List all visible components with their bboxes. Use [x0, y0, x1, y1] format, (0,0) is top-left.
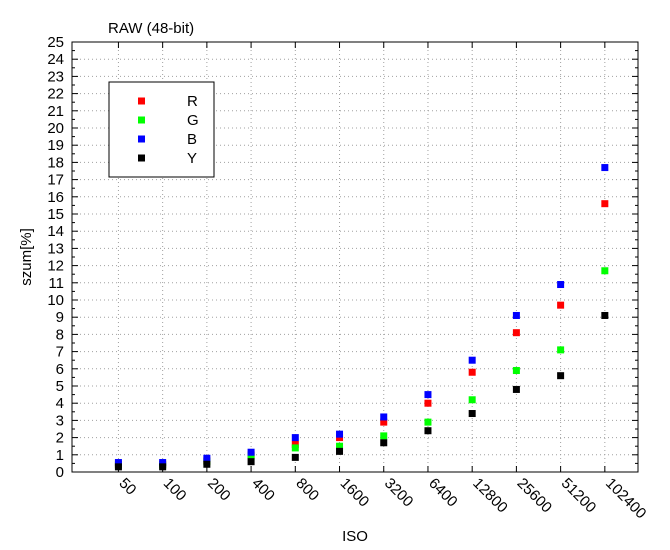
data-point-y — [424, 427, 432, 435]
y-tick-label: 8 — [56, 326, 64, 343]
y-tick-label: 12 — [47, 258, 64, 275]
data-point-r — [424, 399, 432, 407]
y-axis-title: szum[%] — [18, 228, 35, 286]
y-tick-label: 11 — [48, 275, 64, 292]
x-tick-label: 51200 — [558, 475, 600, 517]
x-tick-label: 100 — [160, 475, 190, 505]
legend-label-y: Y — [187, 150, 197, 167]
data-point-g — [424, 418, 432, 426]
y-tick-label: 10 — [47, 292, 64, 309]
data-point-y — [557, 372, 565, 380]
data-point-b — [424, 391, 432, 399]
legend-box — [108, 81, 215, 178]
data-point-g — [291, 444, 299, 452]
y-tick-label: 3 — [56, 412, 64, 429]
data-point-g — [601, 267, 609, 275]
data-point-y — [601, 311, 609, 319]
y-tick-label: 17 — [47, 172, 64, 189]
y-tick-label: 7 — [56, 344, 64, 361]
data-point-y — [512, 385, 520, 393]
x-tick-label: 400 — [248, 475, 278, 505]
data-point-b — [601, 164, 609, 172]
data-point-b — [468, 356, 476, 364]
y-tick-label: 5 — [56, 378, 64, 395]
y-tick-label: 16 — [47, 189, 64, 206]
legend-label-b: B — [187, 131, 197, 148]
x-tick-label: 800 — [292, 475, 322, 505]
data-point-g — [512, 367, 520, 375]
x-tick-label: 102400 — [602, 475, 649, 522]
y-tick-label: 4 — [56, 395, 64, 412]
data-point-y — [159, 463, 167, 471]
data-point-b — [159, 459, 167, 467]
data-point-b — [380, 413, 388, 421]
data-point-b — [557, 281, 565, 289]
data-point-r — [601, 200, 609, 208]
legend-label-g: G — [187, 112, 199, 129]
data-point-b — [512, 311, 520, 319]
x-tick-labels: 50 100 200 400 800 1600 3200 6400 12800 25600 5120… — [116, 475, 650, 522]
legend-label-r: R — [187, 93, 198, 110]
y-tick-label: 2 — [56, 430, 64, 447]
data-point-r — [512, 329, 520, 337]
x-axis-title: ISO — [342, 528, 368, 545]
y-tick-label: 18 — [47, 154, 64, 171]
data-point-g — [336, 442, 344, 450]
y-tick-label: 9 — [56, 309, 64, 326]
y-tick-label: 25 — [47, 34, 64, 51]
y-tick-label: 13 — [47, 240, 64, 257]
x-tick-label: 12800 — [469, 475, 511, 517]
data-point-b — [114, 459, 122, 467]
data-point-y — [291, 453, 299, 461]
data-points — [114, 164, 609, 471]
data-point-b — [291, 434, 299, 442]
x-tick-label: 25600 — [514, 475, 556, 517]
y-tick-label: 23 — [47, 68, 64, 85]
data-point-g — [557, 346, 565, 354]
y-tick-label: 21 — [47, 103, 64, 120]
chart-title: RAW (48-bit) — [108, 20, 194, 37]
x-tick-label: 1600 — [337, 475, 373, 511]
x-tick-label: 3200 — [381, 475, 417, 511]
y-tick-label: 19 — [47, 137, 64, 154]
y-tick-label: 6 — [56, 361, 64, 378]
data-point-b — [203, 454, 211, 462]
legend-marker-b — [138, 135, 145, 143]
legend-marker-g — [138, 116, 145, 124]
y-tick-label: 22 — [47, 86, 64, 103]
data-point-r — [468, 368, 476, 376]
x-tick-label: 6400 — [425, 475, 461, 511]
data-point-r — [557, 301, 565, 309]
y-tick-label: 0 — [56, 464, 64, 481]
data-point-y — [336, 447, 344, 455]
x-tick-label: 200 — [204, 475, 234, 505]
y-tick-label: 24 — [47, 51, 64, 68]
data-point-y — [114, 463, 122, 471]
y-tick-label: 14 — [47, 223, 64, 240]
data-point-y — [468, 410, 476, 418]
y-tick-label: 1 — [56, 447, 64, 464]
data-point-b — [336, 430, 344, 438]
data-point-y — [203, 460, 211, 468]
y-tick-label: 15 — [47, 206, 64, 223]
y-tick-labels: 0123456789101112131415161718192021222324… — [47, 34, 64, 481]
legend-marker-r — [138, 97, 145, 105]
data-point-g — [380, 432, 388, 440]
data-point-r — [380, 418, 388, 426]
legend-marker-y — [138, 154, 145, 162]
data-point-g — [468, 396, 476, 404]
axis-ticks — [72, 41, 638, 473]
data-point-y — [247, 458, 255, 466]
data-point-y — [380, 439, 388, 447]
x-tick-label: 50 — [116, 475, 140, 499]
data-point-b — [247, 448, 255, 456]
y-tick-label: 20 — [47, 120, 64, 137]
